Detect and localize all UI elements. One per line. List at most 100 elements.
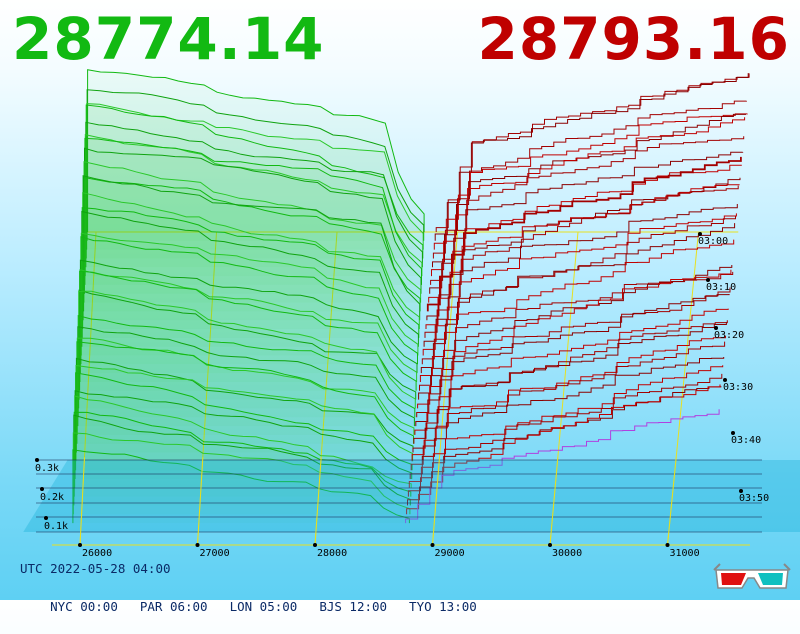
bid-fill-row-11 xyxy=(82,192,420,329)
bid-line-row-21 xyxy=(77,315,416,418)
ask-depth-lines xyxy=(405,73,750,524)
x-tick-dot-31000 xyxy=(665,543,670,547)
time-tick-dot-5 xyxy=(739,489,743,493)
bid-fill-row-32 xyxy=(73,432,410,515)
floor-grid-27000 xyxy=(197,457,204,546)
bid-fill-row-17 xyxy=(80,269,417,382)
bid-fill-row-15 xyxy=(80,236,418,365)
time-tick-label-0: 03:00 xyxy=(698,236,728,247)
bid-line-row-1 xyxy=(86,89,425,241)
ask-line-row-25 xyxy=(412,322,727,453)
floor-grid-30000 xyxy=(549,457,559,546)
ask-line-row-2 xyxy=(433,113,748,250)
bid-fill-row-5 xyxy=(85,134,422,277)
time-tick-dot-4 xyxy=(731,431,735,435)
time-axis-ticks: 03:00 03:10 03:20 03:30 03:40 03:50 xyxy=(698,232,769,504)
bid-line-row-17 xyxy=(79,269,418,382)
ask-line-row-17 xyxy=(419,239,735,382)
ask-line-row-5 xyxy=(431,117,746,277)
3d-glasses-icon[interactable] xyxy=(712,560,792,594)
time-tick-label-3: 03:30 xyxy=(723,382,753,393)
ask-line-row-26 xyxy=(411,335,726,462)
ask-line-row-15 xyxy=(421,215,736,365)
clock-tyo: TYO 13:00 xyxy=(409,599,477,614)
x-tick-label-27000: 27000 xyxy=(200,548,230,559)
clock-footer: UTC 2022-05-28 04:00 NYC 00:00 PAR 06:00 L… xyxy=(20,560,499,614)
bid-line-row-6 xyxy=(84,137,422,285)
bid-line-row-29 xyxy=(74,395,412,488)
ask-line-row-14 xyxy=(422,213,737,356)
bid-fill-row-24 xyxy=(76,341,414,444)
ask-line-row-3 xyxy=(432,100,747,259)
clock-lon: LON 05:00 xyxy=(229,599,298,614)
ask-line-row-21 xyxy=(416,287,731,418)
time-tick-dot-0 xyxy=(698,232,702,236)
bid-line-row-0 xyxy=(87,69,425,232)
bid-line-row-30 xyxy=(73,411,412,497)
floor-grid-31000 xyxy=(667,457,677,546)
bid-line-row-19 xyxy=(78,289,417,400)
bid-line-row-2 xyxy=(86,103,424,250)
bid-price: 28774.14 xyxy=(12,5,325,73)
x-tick-dot-27000 xyxy=(195,543,200,547)
utc-time: UTC 2022-05-28 04:00 xyxy=(20,561,171,576)
ask-price: 28793.16 xyxy=(477,5,790,73)
bid-line-row-15 xyxy=(80,236,418,365)
bid-line-row-14 xyxy=(80,232,419,356)
bid-depth-lines xyxy=(72,69,425,524)
vol-tick-label-0.3k: 0.3k xyxy=(35,463,59,474)
x-tick-dot-30000 xyxy=(548,543,552,547)
bid-fill-row-28 xyxy=(75,390,412,479)
bid-fill-row-8 xyxy=(84,161,421,303)
bid-fill-row-13 xyxy=(81,211,419,347)
ask-line-row-18 xyxy=(419,271,734,391)
vol-tick-dot-0 xyxy=(44,516,48,520)
ask-line-row-24 xyxy=(413,320,728,444)
x-tick-label-31000: 31000 xyxy=(670,548,700,559)
time-tick-dot-1 xyxy=(706,278,710,282)
ask-line-row-0 xyxy=(435,73,750,232)
x-axis-ticks: 26000 27000 28000 29000 30000 31000 xyxy=(78,543,700,559)
vol-tick-dot-1 xyxy=(40,487,44,491)
bid-line-row-13 xyxy=(81,210,419,347)
ask-line-row-29 xyxy=(408,365,724,488)
vol-tick-label-0.1k: 0.1k xyxy=(44,521,68,532)
bid-line-row-12 xyxy=(81,207,420,338)
bid-line-row-20 xyxy=(78,290,416,409)
x-tick-label-28000: 28000 xyxy=(317,548,347,559)
ask-line-row-6 xyxy=(430,136,745,285)
bid-line-row-5 xyxy=(84,133,423,277)
ask-line-row-11 xyxy=(425,184,740,329)
clock-bjs: BJS 12:00 xyxy=(319,599,388,614)
bid-line-row-28 xyxy=(74,390,413,479)
ask-line-row-33 xyxy=(405,409,720,524)
bid-line-row-26 xyxy=(75,364,414,462)
time-tick-label-5: 03:50 xyxy=(739,493,769,504)
bid-line-row-3 xyxy=(85,104,424,259)
ask-line-row-22 xyxy=(415,294,730,427)
bid-line-row-23 xyxy=(76,337,415,435)
bid-fill-row-21 xyxy=(78,315,415,418)
ask-line-row-28 xyxy=(409,357,725,479)
x-tick-dot-29000 xyxy=(430,543,435,547)
ask-line-row-1 xyxy=(434,73,749,241)
bid-fill-row-6 xyxy=(84,138,422,285)
bid-line-row-22 xyxy=(77,326,415,427)
ask-line-row-16 xyxy=(420,223,736,374)
bid-line-row-8 xyxy=(83,161,422,303)
ask-line-row-9 xyxy=(426,156,742,312)
time-tick-label-2: 03:20 xyxy=(714,330,744,341)
x-tick-label-26000: 26000 xyxy=(82,548,112,559)
vol-tick-dot-2 xyxy=(35,458,39,462)
world-clocks: NYC 00:00 PAR 06:00 LON 05:00 BJS 12:00 TYO … xyxy=(20,580,499,614)
bid-fill-row-20 xyxy=(78,291,416,409)
time-tick-label-1: 03:10 xyxy=(706,282,736,293)
ask-line-row-7 xyxy=(429,151,744,294)
bid-line-row-31 xyxy=(73,414,411,506)
x-tick-dot-26000 xyxy=(78,543,82,547)
ask-line-row-13 xyxy=(423,204,738,347)
bid-line-row-32 xyxy=(72,432,411,515)
ask-line-row-31 xyxy=(407,386,722,506)
bid-line-row-4 xyxy=(85,121,423,268)
time-tick-dot-2 xyxy=(714,326,718,330)
